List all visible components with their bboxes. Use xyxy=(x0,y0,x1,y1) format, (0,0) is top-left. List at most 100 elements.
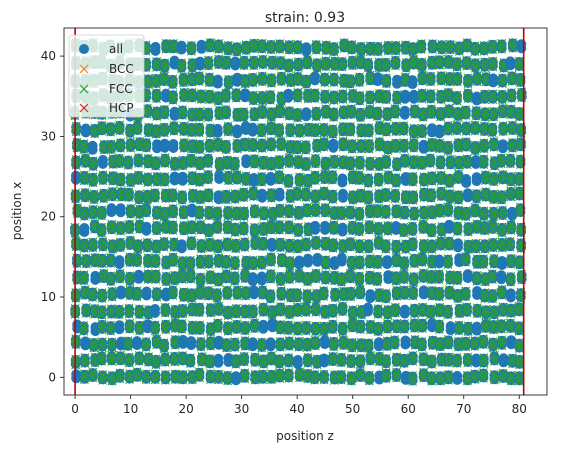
point-fcc xyxy=(321,255,331,270)
point-fcc xyxy=(497,318,506,334)
point-all xyxy=(516,274,527,285)
point-fcc xyxy=(284,336,294,351)
point-all xyxy=(345,290,356,301)
point-fcc xyxy=(178,351,188,366)
point-all xyxy=(167,289,178,300)
point-all xyxy=(231,323,242,334)
point-fcc xyxy=(257,337,267,353)
point-all xyxy=(274,191,285,202)
point-all xyxy=(496,323,507,334)
point-all xyxy=(265,341,276,352)
point-all xyxy=(425,76,436,86)
point-all xyxy=(373,341,384,352)
point-all xyxy=(194,75,205,86)
point-all xyxy=(213,243,224,254)
point-all xyxy=(452,95,462,105)
point-fcc xyxy=(443,304,453,320)
point-all xyxy=(80,127,91,138)
legend-label-hcp: HCP xyxy=(109,101,134,115)
point-fcc xyxy=(328,303,338,319)
point-fcc xyxy=(115,368,125,384)
point-all xyxy=(123,340,134,351)
point-fcc xyxy=(365,254,375,269)
point-all xyxy=(505,322,516,333)
point-fcc xyxy=(240,368,250,384)
point-all xyxy=(223,174,234,185)
point-all xyxy=(292,112,303,122)
point-all xyxy=(365,94,375,105)
point-fcc xyxy=(160,352,170,367)
point-all xyxy=(328,340,339,351)
point-all xyxy=(240,325,251,335)
point-all xyxy=(213,373,224,384)
point-all xyxy=(294,127,305,138)
point-all xyxy=(292,325,303,336)
point-all xyxy=(381,93,392,104)
point-all xyxy=(497,226,507,237)
point-all xyxy=(488,141,499,152)
point-fcc xyxy=(356,319,365,334)
point-fcc xyxy=(409,271,419,287)
point-all xyxy=(275,108,285,119)
point-all xyxy=(257,43,267,54)
point-fcc xyxy=(490,350,499,366)
point-fcc xyxy=(338,301,348,317)
point-fcc xyxy=(514,320,524,336)
point-all xyxy=(478,258,489,269)
point-all xyxy=(345,126,356,137)
point-all xyxy=(372,110,383,121)
point-all xyxy=(133,273,144,284)
point-fcc xyxy=(303,271,312,287)
point-all xyxy=(497,143,508,154)
point-all xyxy=(221,109,231,120)
point-fcc xyxy=(285,269,295,285)
point-fcc xyxy=(399,269,409,285)
point-all xyxy=(150,373,161,384)
point-all xyxy=(363,243,374,254)
point-all xyxy=(426,227,437,238)
point-fcc xyxy=(170,351,180,367)
point-all xyxy=(284,224,294,235)
point-all xyxy=(79,357,90,368)
x-tick-label: 70 xyxy=(456,402,471,416)
point-all xyxy=(97,341,108,352)
point-all xyxy=(185,357,196,368)
point-fcc xyxy=(427,354,437,369)
point-fcc xyxy=(258,369,268,385)
point-all xyxy=(328,111,339,122)
point-fcc xyxy=(443,254,453,269)
point-fcc xyxy=(241,285,251,301)
point-all xyxy=(381,372,392,383)
point-all xyxy=(329,46,339,57)
point-all xyxy=(463,325,474,336)
point-all xyxy=(390,108,401,119)
point-all xyxy=(79,242,90,253)
point-fcc xyxy=(427,370,436,386)
point-all xyxy=(276,75,287,86)
point-fcc xyxy=(133,238,143,254)
point-all xyxy=(168,208,179,219)
point-all xyxy=(407,355,418,366)
point-fcc xyxy=(223,320,233,336)
point-all xyxy=(471,243,481,254)
point-all xyxy=(347,309,358,320)
point-fcc xyxy=(443,335,453,350)
point-all xyxy=(133,243,143,254)
point-all xyxy=(142,176,153,187)
point-all xyxy=(150,160,161,171)
point-all xyxy=(320,207,331,218)
point-all xyxy=(354,226,365,236)
point-all xyxy=(159,62,170,73)
point-fcc xyxy=(123,336,133,352)
point-all xyxy=(159,176,170,187)
point-all xyxy=(355,358,366,369)
point-all xyxy=(247,308,258,319)
point-fcc xyxy=(71,236,81,252)
point-all xyxy=(106,207,117,218)
point-all xyxy=(310,340,321,351)
point-all xyxy=(443,125,454,136)
point-all xyxy=(373,225,384,236)
point-all xyxy=(213,306,224,316)
point-all xyxy=(257,109,268,119)
point-fcc xyxy=(310,335,320,351)
